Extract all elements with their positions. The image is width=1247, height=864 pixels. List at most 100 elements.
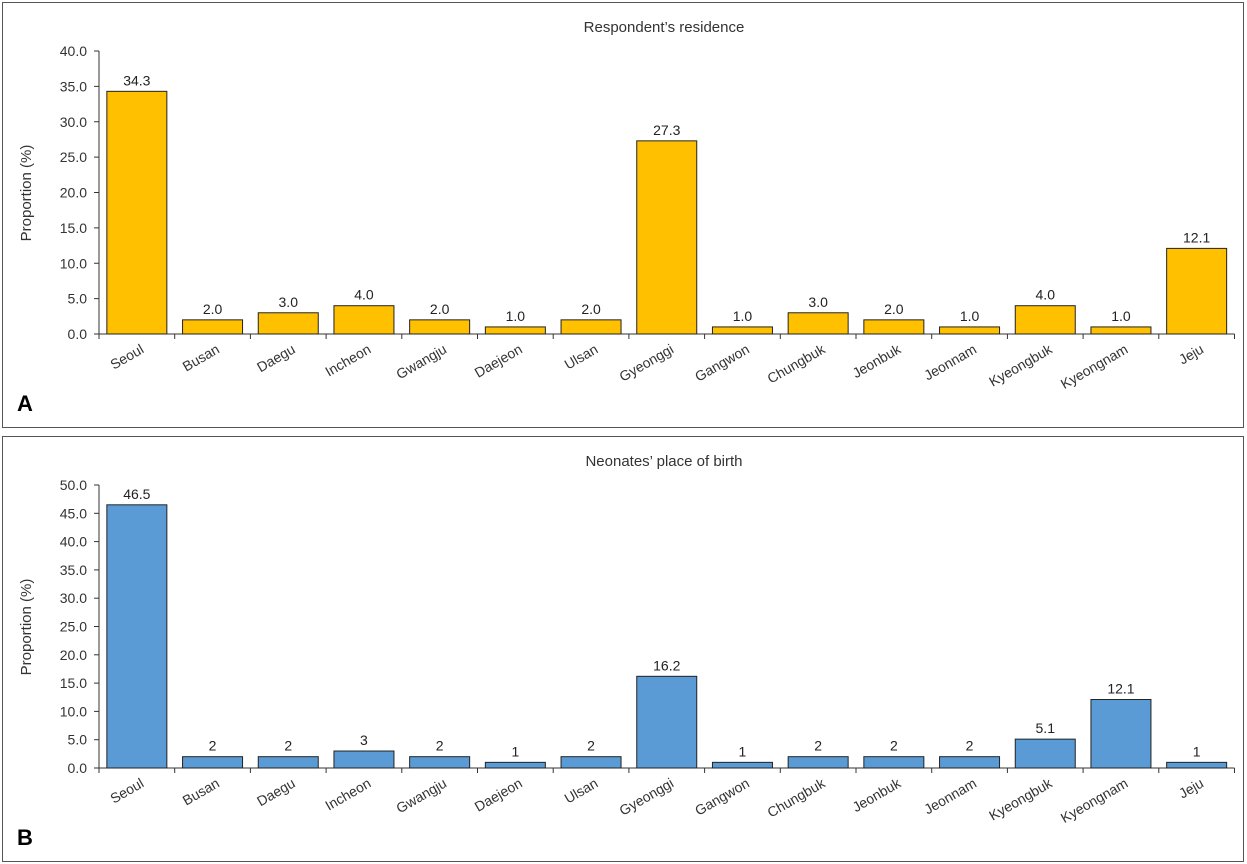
bar-daejeon: [484, 326, 546, 335]
y-tick-label: 0.0: [68, 326, 88, 342]
bar-ulsan: [560, 756, 622, 769]
x-tick-label: Busan: [180, 341, 222, 375]
residence-bar-chart: Respondent’s residence Proportion (%) A …: [17, 19, 1235, 416]
plot-area: 0.0 5.0 10.0 15.0 20.0 25.0 30.0 35.0 40.0 45.0 50…: [60, 477, 1235, 826]
value-label: 3: [360, 732, 368, 748]
x-tick-label: Daejeon: [472, 341, 525, 381]
x-tick-label: Jeju: [1176, 341, 1206, 368]
x-tick-label: Ulsan: [562, 341, 601, 373]
bar-jeonnam: [939, 756, 1001, 769]
bar-jeonbuk: [863, 319, 925, 335]
bar-seoul: [106, 504, 168, 769]
value-label: 2: [890, 738, 898, 754]
bar-chungbuk: [787, 756, 849, 769]
panel-label: A: [17, 391, 33, 416]
bar-kyeongbuk: [1014, 305, 1076, 335]
x-tick-label: Busan: [180, 775, 222, 809]
bar-daejeon: [484, 761, 546, 769]
bar-jeju: [1166, 761, 1228, 769]
bar-busan: [182, 319, 244, 335]
value-label: 2: [209, 738, 217, 754]
bar-jeonnam: [939, 326, 1001, 335]
value-label: 2.0: [884, 301, 904, 317]
value-label: 12.1: [1183, 229, 1210, 245]
x-tick-label: Jeonnam: [921, 341, 979, 384]
value-label: 3.0: [279, 294, 299, 310]
value-label: 4.0: [354, 287, 374, 303]
value-label: 1.0: [960, 308, 980, 324]
bar-seoul: [106, 90, 168, 335]
y-tick-label: 40.0: [60, 43, 87, 59]
value-label: 3.0: [808, 294, 828, 310]
value-label: 1: [511, 743, 519, 759]
x-tick-label: Jeonbuk: [850, 774, 905, 815]
value-label: 2.0: [203, 301, 223, 317]
y-tick-label: 10.0: [60, 255, 87, 271]
value-label: 2.0: [430, 301, 450, 317]
x-tick-label: Kyeongnam: [1058, 341, 1131, 392]
bar-gyeonggi: [636, 140, 698, 335]
value-label: 2: [436, 738, 444, 754]
y-tick-label: 30.0: [60, 590, 87, 606]
bar-daegu: [257, 756, 319, 769]
bar-kyeongbuk: [1014, 738, 1076, 769]
y-tick-label: 40.0: [60, 534, 87, 550]
value-label: 1: [1193, 743, 1201, 759]
chart-title: Respondent’s residence: [584, 19, 745, 36]
x-tick-label: Gangwon: [692, 341, 752, 385]
value-label: 5.1: [1036, 720, 1056, 736]
value-label: 27.3: [653, 122, 680, 138]
y-tick-label: 5.0: [68, 291, 88, 307]
value-label: 4.0: [1036, 287, 1056, 303]
bar-busan: [182, 756, 244, 769]
bar-incheon: [333, 305, 395, 335]
y-tick-label: 10.0: [60, 703, 87, 719]
x-tick-label: Chungbuk: [764, 340, 828, 386]
x-tick-label: Daegu: [254, 341, 298, 375]
value-label: 2: [814, 738, 822, 754]
x-tick-label: Incheon: [322, 775, 373, 814]
y-tick-label: 25.0: [60, 619, 87, 635]
value-label: 2: [284, 738, 292, 754]
x-tick-label: Kyeongbuk: [986, 774, 1056, 823]
x-tick-label: Jeonnam: [921, 775, 979, 818]
x-tick-label: Gwangju: [393, 775, 449, 816]
bar-daegu: [257, 312, 319, 335]
value-label: 12.1: [1107, 681, 1134, 697]
bar-gyeonggi: [636, 675, 698, 769]
x-tick-label: Jeonbuk: [850, 340, 905, 381]
bar-jeju: [1166, 247, 1228, 335]
value-label: 2.0: [581, 301, 601, 317]
x-tick-label: Gwangju: [393, 341, 449, 382]
y-tick-label: 20.0: [60, 185, 87, 201]
x-tick-label: Daejeon: [472, 775, 525, 815]
x-tick-label: Daegu: [254, 775, 298, 809]
y-axis-label: Proportion (%): [18, 579, 35, 676]
y-tick-label: 35.0: [60, 562, 87, 578]
bar-gwangju: [409, 319, 471, 335]
y-tick-label: 30.0: [60, 114, 87, 130]
x-tick-label: Gyeonggi: [616, 341, 676, 385]
chart-panel-b: Neonates’ place of birth Proportion (%) …: [2, 436, 1244, 862]
value-label: 34.3: [123, 72, 150, 88]
bar-chungbuk: [787, 312, 849, 335]
birthplace-bar-chart: Neonates’ place of birth Proportion (%) …: [17, 453, 1235, 850]
x-tick-label: Gyeonggi: [616, 775, 676, 819]
y-tick-label: 5.0: [68, 732, 88, 748]
y-tick-label: 45.0: [60, 505, 87, 521]
x-tick-label: Kyeongnam: [1058, 775, 1131, 826]
y-tick-label: 15.0: [60, 220, 87, 236]
value-label: 1.0: [733, 308, 753, 324]
chart-title: Neonates’ place of birth: [585, 453, 742, 470]
value-label: 16.2: [653, 657, 680, 673]
bar-incheon: [333, 750, 395, 769]
bar-gangwon: [711, 326, 773, 335]
value-label: 2: [966, 738, 974, 754]
plot-area: 0.0 5.0 10.0 15.0 20.0 25.0 30.0 35.0 40.0 34.3 Se…: [60, 43, 1235, 392]
x-tick-label: Chungbuk: [764, 774, 828, 820]
x-tick-label: Incheon: [322, 341, 373, 380]
y-tick-label: 15.0: [60, 675, 87, 691]
bar-gangwon: [711, 761, 773, 769]
value-label: 46.5: [123, 486, 150, 502]
bar-ulsan: [560, 319, 622, 335]
